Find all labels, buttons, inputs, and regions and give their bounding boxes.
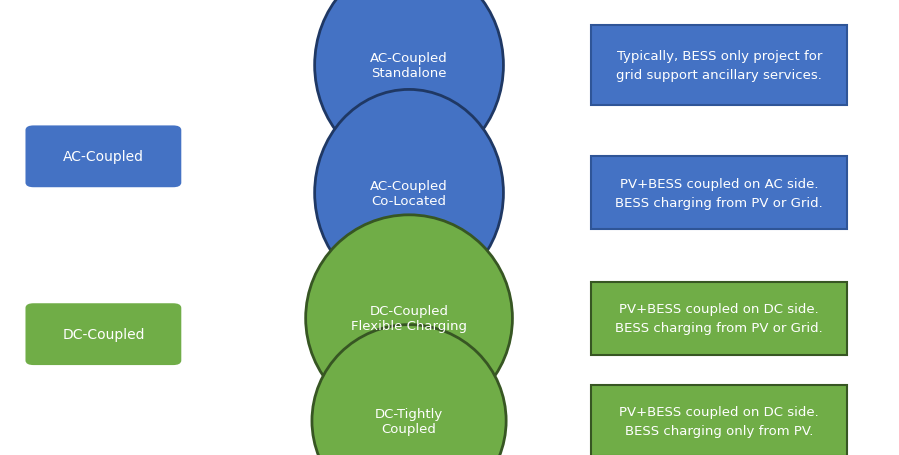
Text: PV+BESS coupled on AC side.
BESS charging from PV or Grid.: PV+BESS coupled on AC side. BESS chargin… xyxy=(615,177,823,209)
Ellipse shape xyxy=(306,215,512,422)
FancyBboxPatch shape xyxy=(592,386,848,455)
Text: AC-Coupled
Co-Located: AC-Coupled Co-Located xyxy=(370,179,448,207)
Ellipse shape xyxy=(315,0,503,169)
Text: DC-Coupled: DC-Coupled xyxy=(62,328,145,341)
Text: Typically, BESS only project for
grid support ancillary services.: Typically, BESS only project for grid su… xyxy=(616,50,823,82)
Ellipse shape xyxy=(315,90,503,297)
Text: AC-Coupled
Standalone: AC-Coupled Standalone xyxy=(370,52,448,80)
FancyBboxPatch shape xyxy=(592,26,848,106)
Text: AC-Coupled: AC-Coupled xyxy=(63,150,144,164)
Text: DC-Coupled
Flexible Charging: DC-Coupled Flexible Charging xyxy=(351,304,467,333)
Text: PV+BESS coupled on DC side.
BESS charging from PV or Grid.: PV+BESS coupled on DC side. BESS chargin… xyxy=(615,303,823,334)
FancyBboxPatch shape xyxy=(27,127,180,187)
Ellipse shape xyxy=(312,325,506,455)
FancyBboxPatch shape xyxy=(592,282,848,355)
Text: PV+BESS coupled on DC side.
BESS charging only from PV.: PV+BESS coupled on DC side. BESS chargin… xyxy=(619,405,819,437)
FancyBboxPatch shape xyxy=(27,305,180,364)
FancyBboxPatch shape xyxy=(592,157,848,230)
Text: DC-Tightly
Coupled: DC-Tightly Coupled xyxy=(375,407,443,435)
